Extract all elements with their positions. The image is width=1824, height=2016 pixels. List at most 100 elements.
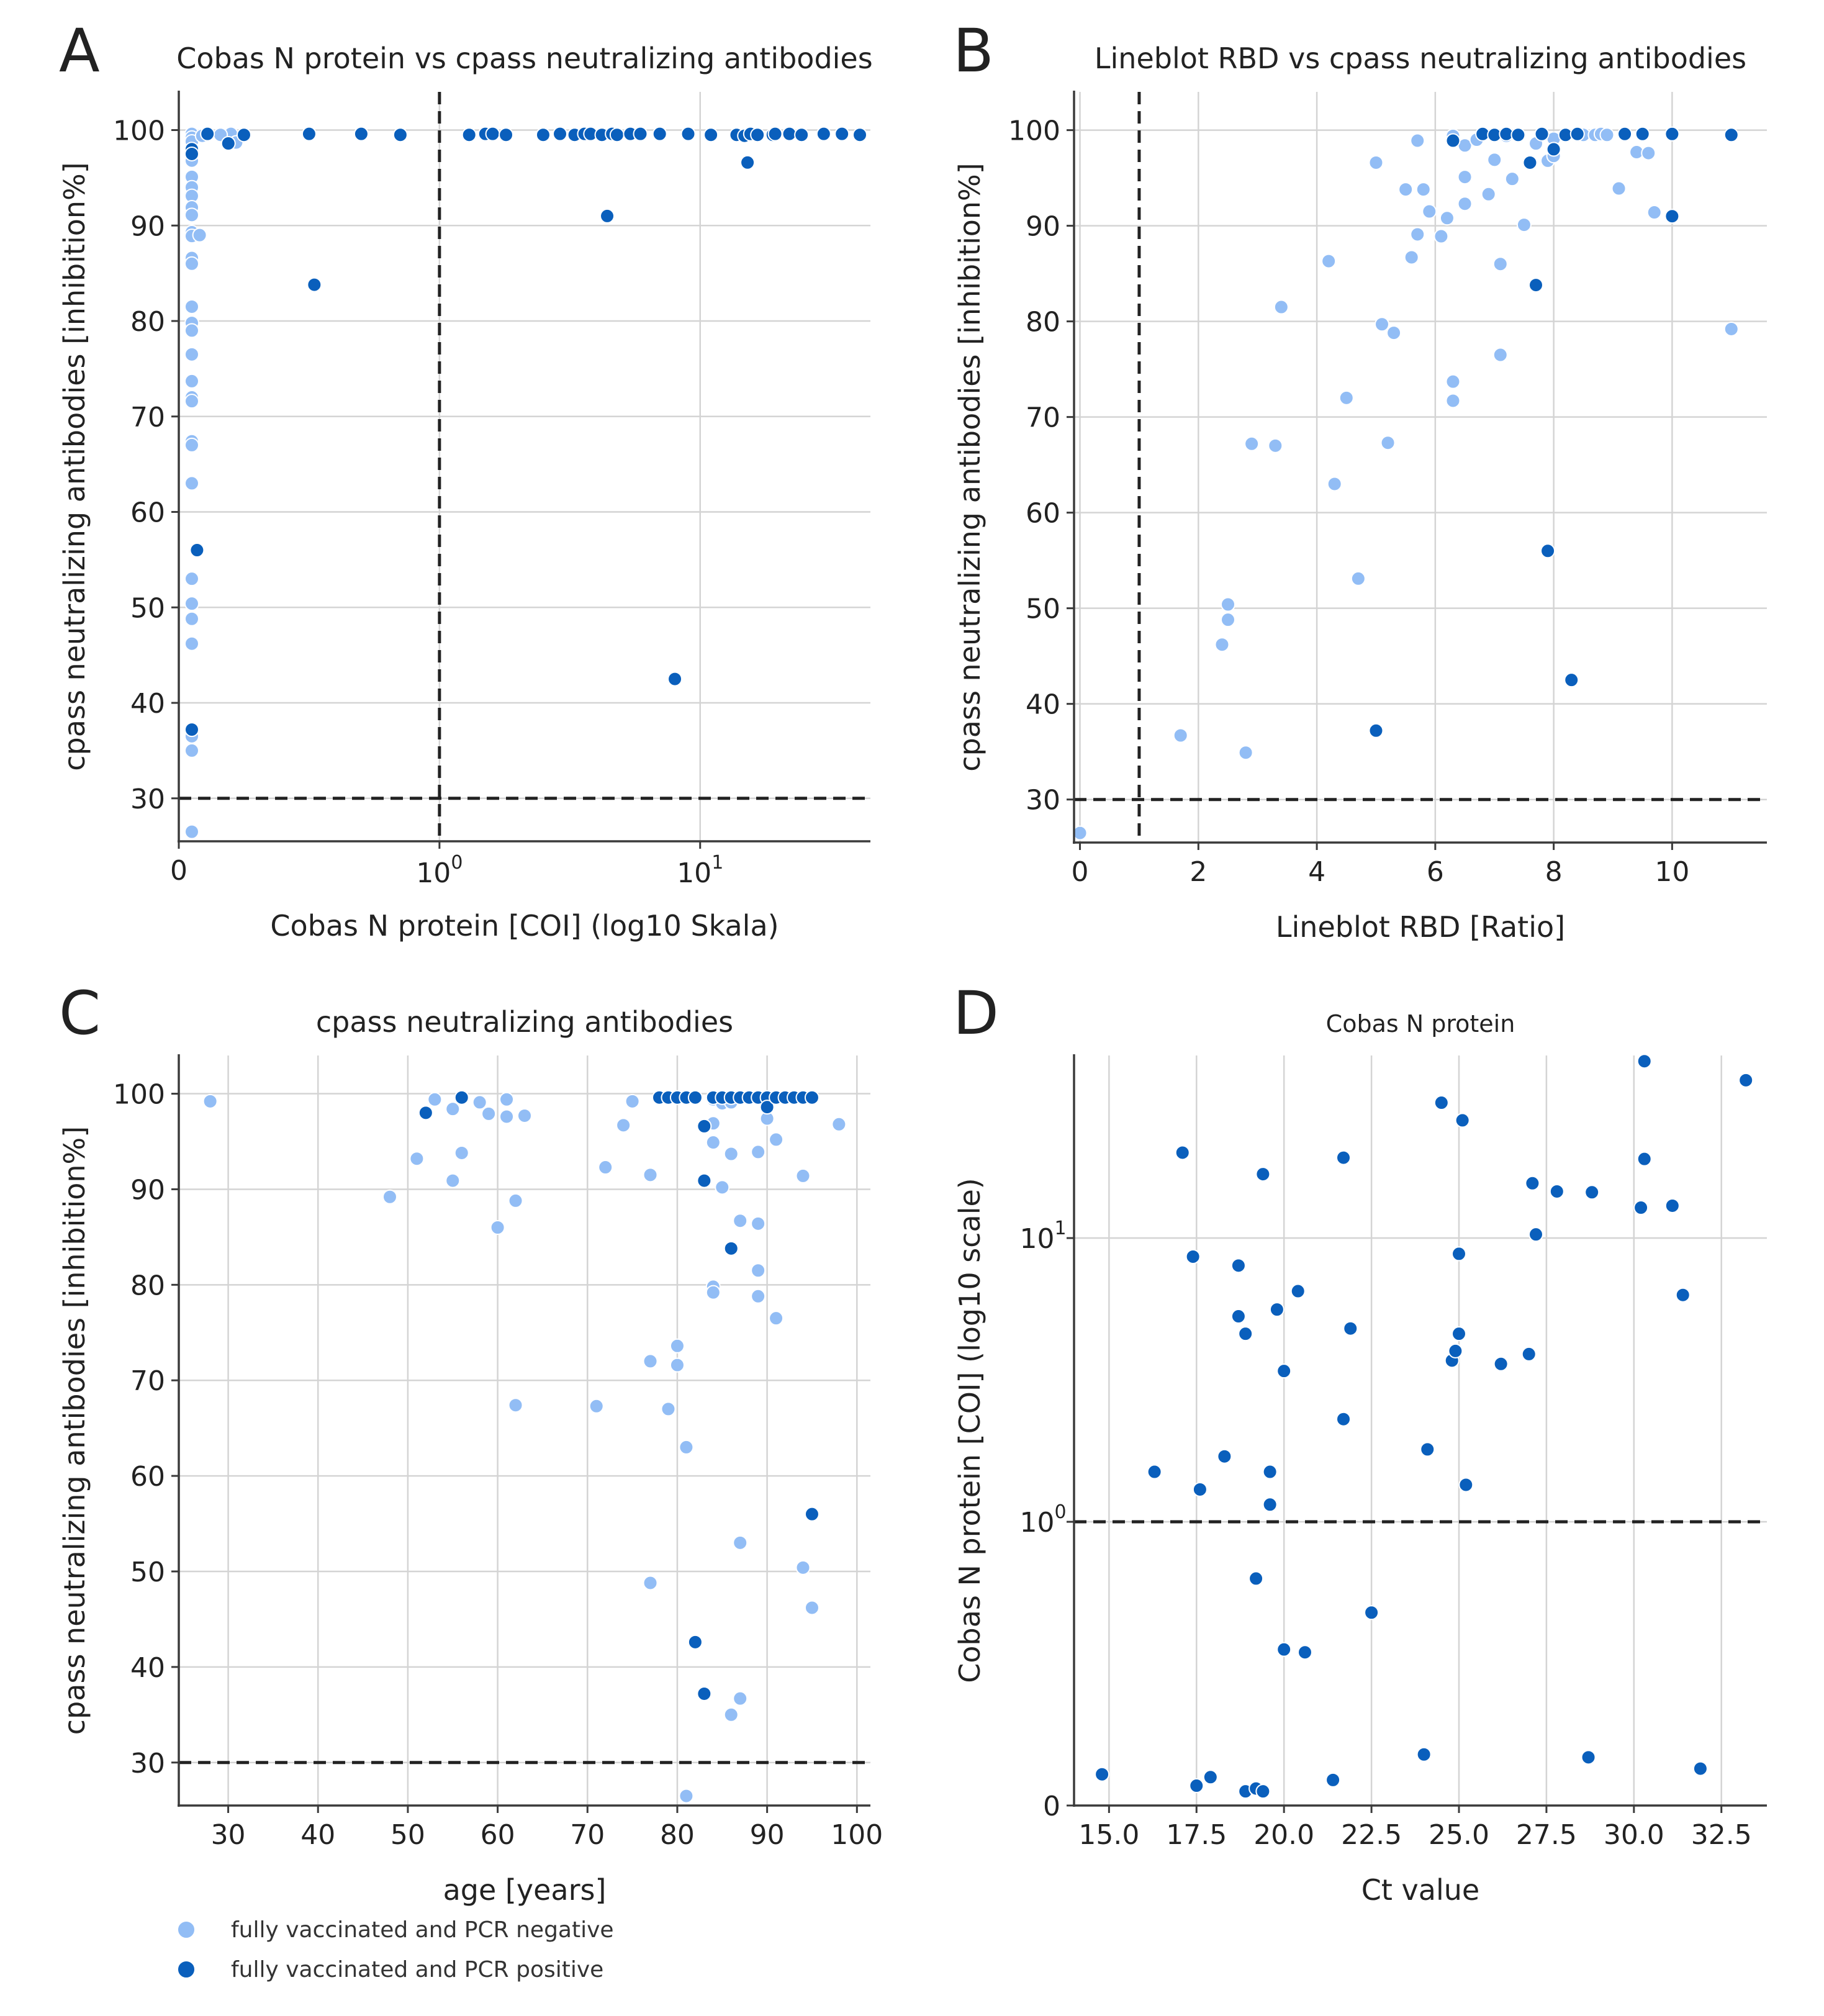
data-point-D-positive-20: [1276, 1642, 1292, 1657]
x-tick-label-C-3: 60: [481, 1819, 515, 1851]
panel-letter-C: C: [59, 979, 101, 1048]
data-point-B-positive-12: [1564, 672, 1579, 688]
data-point-D-positive-0: [1095, 1766, 1110, 1782]
data-point-C-negative-21: [643, 1575, 658, 1591]
x-axis-label-B: Lineblot RBD [Ratio]: [1276, 910, 1565, 944]
y-tick-label-B-3: 60: [1026, 498, 1060, 530]
data-point-C-negative-50: [804, 1600, 819, 1616]
data-point-A-negative-13: [184, 256, 199, 271]
data-point-B-negative-24: [1439, 210, 1455, 226]
data-point-C-positive-7: [687, 1634, 703, 1650]
data-point-B-negative-25: [1445, 393, 1461, 409]
y-tick-label-B-1: 40: [1026, 689, 1060, 721]
data-point-A-positive-37: [782, 126, 797, 142]
data-point-D-positive-49: [1692, 1761, 1708, 1776]
data-point-B-negative-18: [1404, 250, 1419, 265]
data-point-B-negative-37: [1504, 171, 1520, 187]
data-point-C-positive-8: [697, 1118, 712, 1134]
data-point-C-negative-19: [643, 1167, 658, 1183]
data-point-D-positive-3: [1185, 1249, 1201, 1264]
data-point-B-negative-35: [1492, 256, 1508, 272]
data-point-C-negative-31: [705, 1285, 721, 1300]
data-point-D-positive-36: [1458, 1477, 1474, 1493]
x-axis-label-C: age [years]: [443, 1873, 607, 1907]
data-point-C-negative-4: [445, 1101, 461, 1117]
data-point-A-positive-3: [189, 543, 205, 558]
data-point-C-negative-3: [427, 1092, 443, 1107]
x-tick-label-D-5: 27.5: [1516, 1819, 1577, 1851]
y-tick-label-C-6: 90: [130, 1174, 165, 1206]
data-point-B-negative-28: [1457, 196, 1473, 212]
data-point-A-positive-38: [794, 127, 810, 143]
data-point-D-positive-30: [1433, 1095, 1449, 1111]
data-point-A-negative-30: [184, 743, 199, 758]
y-axis-label-D: Cobas N protein [COI] (log10 scale): [953, 1178, 986, 1683]
data-point-B-negative-6: [1244, 436, 1260, 451]
data-point-C-negative-51: [831, 1116, 847, 1132]
data-point-D-positive-23: [1325, 1772, 1341, 1788]
data-point-B-negative-38: [1516, 217, 1532, 233]
y-tick-label-A-4: 70: [130, 402, 165, 433]
data-point-A-positive-13: [485, 126, 500, 142]
data-point-D-positive-25: [1336, 1150, 1351, 1165]
x-tick-label-B-2: 4: [1308, 856, 1325, 888]
data-point-B-negative-8: [1273, 299, 1289, 315]
data-point-C-positive-9: [697, 1173, 712, 1188]
data-point-B-negative-5: [1238, 745, 1253, 761]
data-point-A-negative-18: [184, 373, 199, 389]
data-point-B-negative-13: [1368, 155, 1384, 170]
data-point-D-positive-37: [1493, 1356, 1509, 1372]
data-point-A-negative-31: [184, 824, 199, 839]
data-point-A-positive-7: [307, 277, 322, 292]
data-point-A-positive-34: [750, 127, 765, 143]
data-point-A-positive-21: [600, 208, 615, 224]
data-point-D-positive-48: [1675, 1287, 1691, 1303]
data-point-A-positive-4: [200, 126, 215, 142]
data-point-A-positive-14: [499, 127, 514, 143]
data-point-C-negative-38: [733, 1535, 748, 1550]
data-point-D-positive-14: [1255, 1167, 1271, 1182]
data-point-D-positive-39: [1525, 1175, 1540, 1191]
data-point-C-negative-22: [661, 1401, 676, 1417]
data-point-B-negative-47: [1611, 181, 1627, 196]
data-point-D-positive-7: [1217, 1449, 1232, 1464]
data-point-D-positive-9: [1230, 1309, 1246, 1324]
data-point-C-negative-20: [643, 1354, 658, 1369]
data-point-D-positive-46: [1637, 1054, 1652, 1069]
chart-title-D: Cobas N protein: [1326, 1010, 1515, 1037]
x-tick-label-C-2: 50: [391, 1819, 425, 1851]
data-point-C-negative-23: [669, 1338, 685, 1354]
x-tick-label-A-1: 100: [416, 852, 463, 889]
y-axis-label-A: cpass neutralizing antibodies [inhibitio…: [58, 162, 91, 771]
y-tick-label-A-2: 50: [130, 592, 165, 624]
data-points-layer: [184, 126, 1754, 1804]
data-point-C-negative-1: [382, 1189, 397, 1205]
axes-layer: [171, 91, 1767, 1813]
data-point-B-negative-22: [1422, 204, 1437, 219]
data-point-D-positive-45: [1637, 1151, 1652, 1167]
data-point-A-positive-9: [353, 126, 369, 142]
data-point-D-positive-40: [1528, 1227, 1543, 1242]
data-point-A-negative-25: [184, 596, 199, 612]
data-point-D-positive-29: [1420, 1442, 1435, 1457]
data-point-C-positive-6: [687, 1090, 703, 1105]
data-point-B-negative-3: [1221, 612, 1235, 628]
data-point-B-negative-51: [1723, 321, 1739, 337]
data-point-B-negative-26: [1445, 374, 1461, 389]
data-point-D-positive-44: [1633, 1200, 1649, 1216]
data-point-D-positive-17: [1262, 1464, 1278, 1480]
data-point-D-positive-33: [1452, 1246, 1466, 1262]
y-tick-label-A-5: 80: [130, 306, 165, 338]
data-point-B-negative-7: [1268, 438, 1283, 453]
data-point-D-positive-21: [1290, 1283, 1306, 1299]
y-tick-label-B-4: 70: [1026, 402, 1060, 434]
data-point-C-positive-0: [418, 1105, 433, 1121]
data-point-A-positive-40: [834, 126, 850, 142]
data-point-D-positive-34: [1452, 1326, 1466, 1342]
data-point-B-negative-16: [1386, 325, 1402, 341]
data-point-B-positive-10: [1546, 142, 1561, 157]
data-point-C-positive-14: [723, 1241, 739, 1256]
data-point-B-negative-46: [1599, 127, 1615, 143]
data-point-C-negative-15: [589, 1398, 604, 1414]
data-point-A-positive-8: [301, 126, 317, 142]
